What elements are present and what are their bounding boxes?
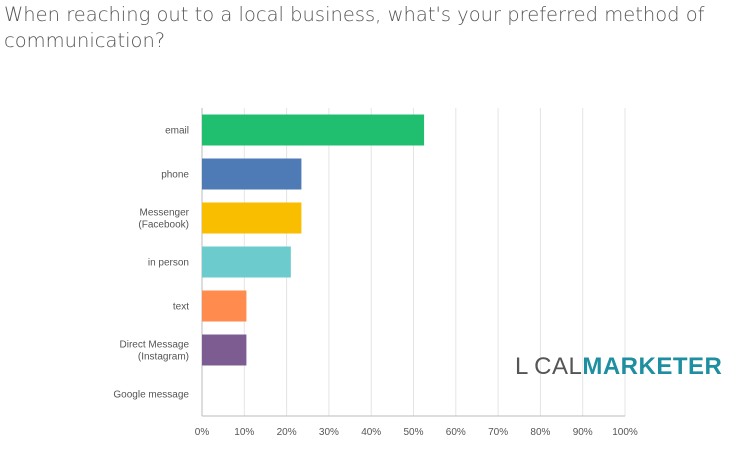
x-tick-label: 60% [446,427,466,438]
x-tick-label: 0% [195,427,210,438]
bar [202,202,302,234]
x-tick-label: 50% [403,427,423,438]
x-tick-label: 40% [361,427,381,438]
logo-local-text: L CAL [515,353,583,380]
category-label: text [173,302,189,313]
x-tick-label: 20% [277,427,297,438]
category-label: in person [148,258,189,269]
bar [202,334,247,366]
x-tick-label: 90% [573,427,593,438]
logo-marketer-text: MARKETER [582,353,723,380]
bar [202,114,425,146]
bar [202,246,291,278]
bars [202,114,425,366]
x-tick-labels: 0% 10% 20% 30% 40% 50% 60% 70% 80% 90% 100% [195,427,638,438]
x-tick-label: 100% [612,427,638,438]
category-label: Messenger [140,208,190,219]
category-label: Google message [113,390,189,401]
x-tick-label: 70% [488,427,508,438]
chart-title: When reaching out to a local business, w… [4,3,705,52]
category-label: (Facebook) [138,220,189,231]
localmarketer-logo: L CALMARKETER [515,353,722,381]
x-tick-label: 10% [234,427,254,438]
category-label: email [165,126,189,137]
x-tick-label: 80% [530,427,550,438]
x-tick-label: 30% [319,427,339,438]
category-label: Direct Message [120,340,190,351]
bar [202,290,247,322]
bar [202,158,302,190]
category-label: phone [161,170,189,181]
category-label: (Instagram) [138,352,189,363]
category-labels: email phone Messenger(Facebook) in person te… [113,126,189,401]
